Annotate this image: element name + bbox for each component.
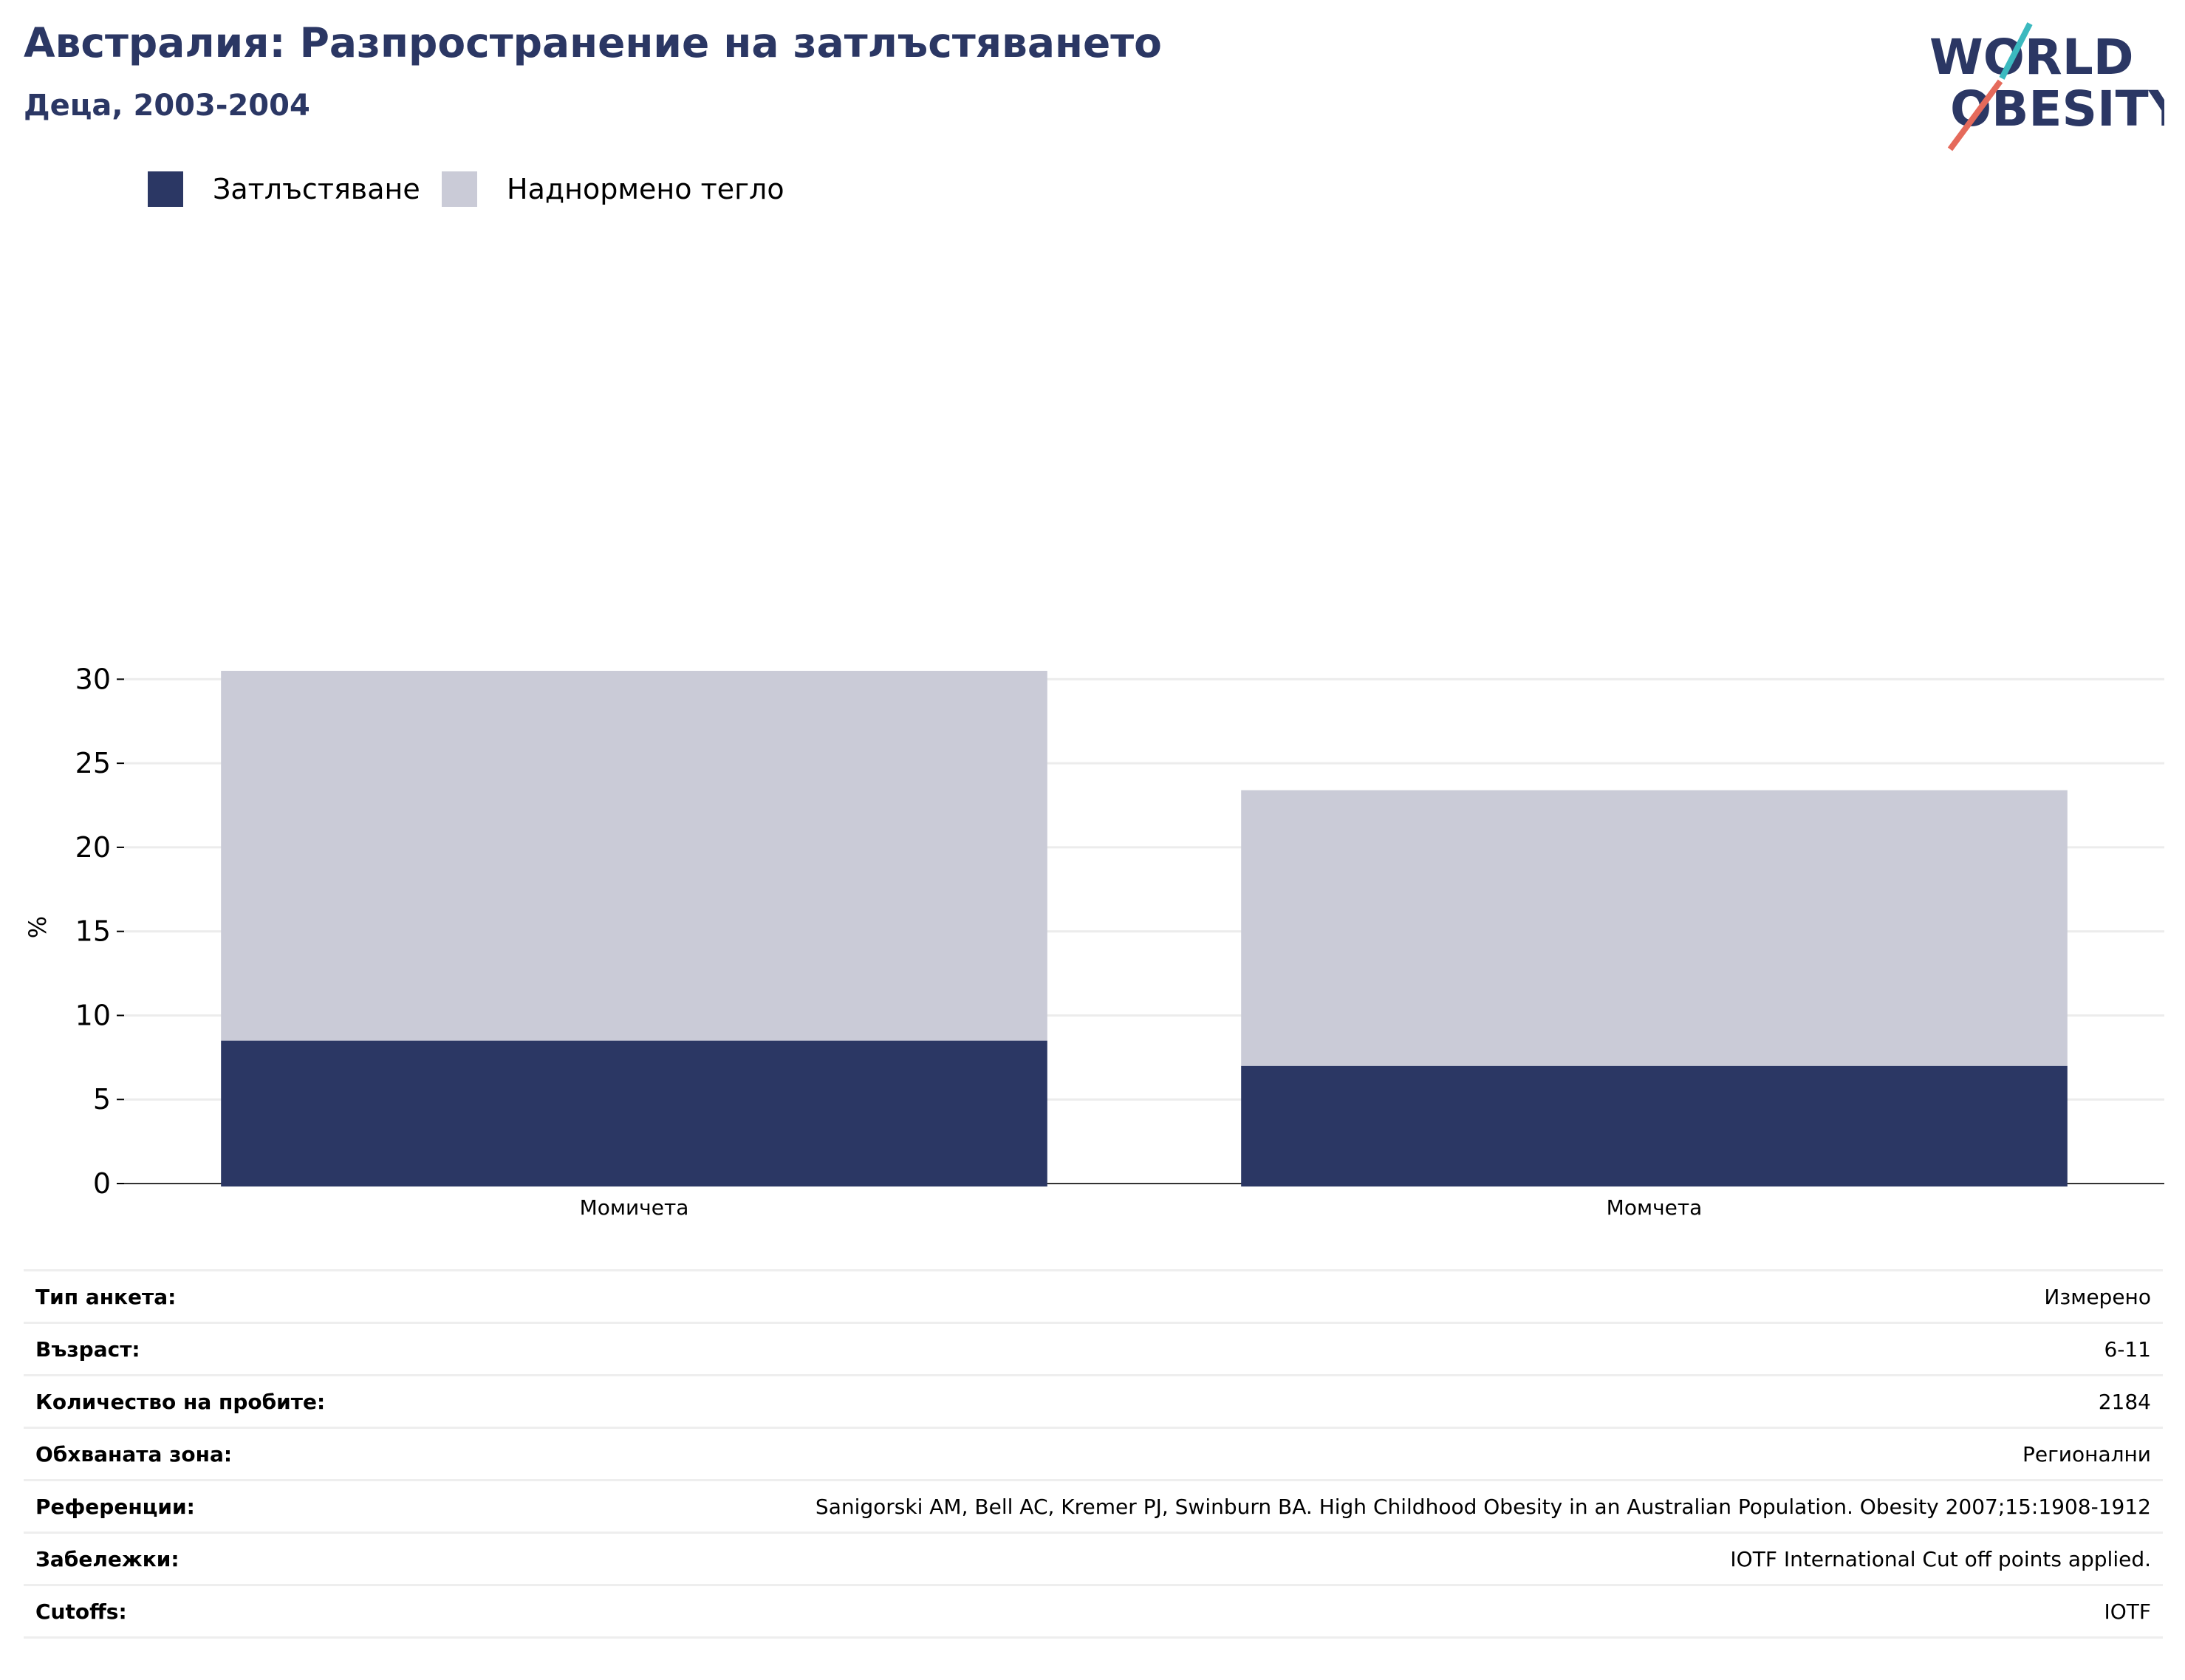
info-key: Количество на пробите: [35, 1389, 326, 1414]
x-axis-labels: Момичета Момчета [580, 1195, 1703, 1220]
y-tick-label: 25 [75, 747, 111, 779]
info-key: Тип анкета: [35, 1284, 177, 1309]
y-tick-label: 5 [93, 1083, 111, 1116]
y-tick-label: 15 [75, 915, 111, 948]
info-value: IOTF [2104, 1599, 2151, 1624]
survey-info-table: Тип анкета: Измерено Възраст: 6-11 Количеств… [24, 1269, 2163, 1639]
bar-overweight-0[interactable] [221, 671, 1047, 1041]
info-key: Възраст: [35, 1336, 140, 1362]
info-row: Възраст: 6-11 [24, 1322, 2163, 1376]
stacked-bar-chart: 0 5 10 15 20 25 30 Момичета Момчета % [24, 663, 2164, 1220]
info-row: Cutoffs: IOTF [24, 1585, 2163, 1638]
info-value: 2184 [2098, 1389, 2151, 1414]
y-tick-label: 30 [75, 663, 111, 695]
info-row: Забележки: IOTF International Cut off poi… [24, 1532, 2163, 1585]
x-tick-label: Момичета [580, 1195, 689, 1220]
info-key: Обхваната зона: [35, 1441, 233, 1466]
legend-swatch-obesity [148, 171, 183, 207]
y-tick-label: 20 [75, 831, 111, 864]
world-obesity-logo: WORLD OBESITY [1929, 22, 2164, 151]
info-key: Cutoffs: [35, 1599, 127, 1624]
logo-slash-top [1999, 22, 2033, 80]
logo-slash-bottom [1947, 79, 2003, 151]
logo-text-obesity: OBESITY [1950, 81, 2164, 137]
x-tick-label: Момчета [1607, 1195, 1703, 1220]
y-axis-label: % [24, 916, 52, 938]
info-key: Забележки: [35, 1546, 179, 1571]
legend-label-obesity: Затлъстяване [213, 173, 420, 205]
info-value: Sanigorski AM, Bell AC, Kremer PJ, Swinb… [815, 1494, 2151, 1519]
bar-obesity-0[interactable] [221, 1040, 1047, 1186]
legend-label-overweight: Наднормено тегло [507, 173, 784, 205]
info-row: Тип анкета: Измерено [24, 1270, 2163, 1323]
chart-subtitle: Деца, 2003-2004 [24, 89, 310, 123]
info-value: Измерено [2044, 1284, 2151, 1309]
info-value: 6-11 [2104, 1336, 2151, 1362]
chart-title: Австралия: Разпространение на затлъстява… [24, 19, 1162, 66]
info-row: Обхваната зона: Регионални [24, 1427, 2163, 1481]
info-row: Количество на пробите: 2184 [24, 1375, 2163, 1428]
y-tick-label: 0 [93, 1167, 111, 1200]
info-value: Регионални [2022, 1441, 2151, 1466]
bar-obesity-1[interactable] [1241, 1065, 2068, 1186]
info-row: Референции: Sanigorski AM, Bell AC, Kreme… [24, 1480, 2163, 1533]
info-key: Референции: [35, 1494, 195, 1519]
legend-swatch-overweight [442, 171, 477, 207]
bar-overweight-1[interactable] [1241, 790, 2068, 1066]
info-value: IOTF International Cut off points applie… [1730, 1546, 2151, 1571]
logo-text-world: WORLD [1929, 29, 2134, 86]
bars [221, 671, 2068, 1186]
y-tick-label: 10 [75, 999, 111, 1031]
